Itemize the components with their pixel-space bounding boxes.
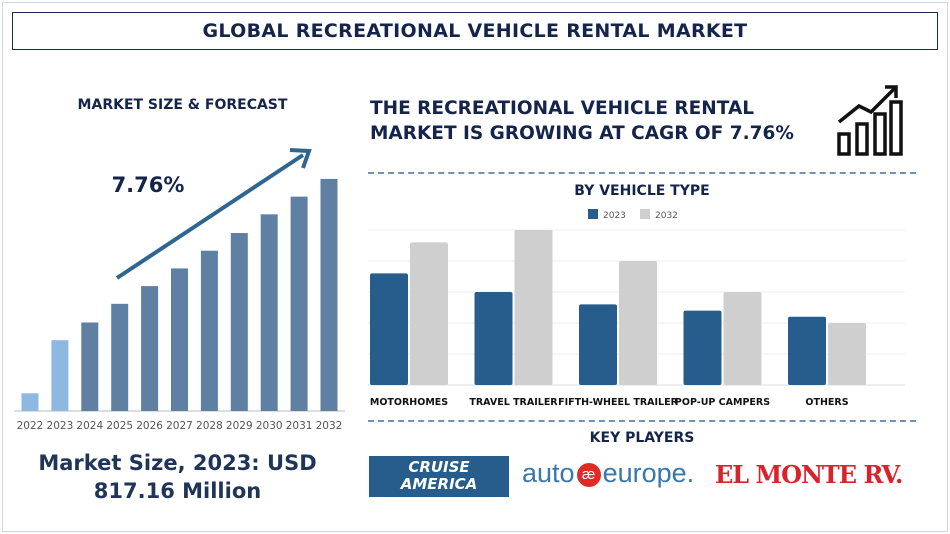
- legend-swatch: [588, 209, 598, 219]
- bar-2023: [474, 292, 513, 385]
- bar-2032: [514, 230, 553, 385]
- bar-2023: [51, 340, 69, 411]
- headline-line1: THE RECREATIONAL VEHICLE RENTAL: [370, 98, 755, 119]
- bar-2027: [171, 268, 188, 411]
- divider: [368, 420, 916, 422]
- bar-2026: [141, 286, 159, 411]
- x-tick-label: 2028: [196, 420, 223, 432]
- key-players-title: KEY PLAYERS: [589, 430, 695, 446]
- x-tick-label: 2025: [106, 420, 133, 432]
- market-size-line1: Market Size, 2023: USD: [38, 451, 317, 475]
- page-title: GLOBAL RECREATIONAL VEHICLE RENTAL MARKE…: [12, 12, 938, 50]
- x-tick-label: 2031: [286, 420, 313, 432]
- x-tick-label: 2023: [47, 420, 74, 432]
- legend-label: 2023: [603, 211, 626, 221]
- x-tick-label: 2030: [256, 420, 283, 432]
- bar-2028: [200, 250, 218, 411]
- vehicle-type-chart: 2023 2032 MOTORHOMES TRAVEL TRAILER FIFTH-WH…: [368, 209, 905, 408]
- growth-chart-icon: [837, 85, 903, 156]
- autoeurope-logo: auto æ europe.: [522, 458, 695, 488]
- market-size-text: Market Size, 2023: USD 817.16 Million: [0, 449, 355, 505]
- bar-2023: [788, 316, 826, 385]
- cagr-annotation: 7.76%: [112, 173, 185, 197]
- bar-2024: [81, 322, 99, 411]
- market-size-line2: 817.16 Million: [93, 479, 262, 503]
- bar-2032: [828, 323, 866, 385]
- x-tick-label: OTHERS: [805, 397, 848, 408]
- cruise-america-logo: CRUISE AMERICA: [369, 456, 509, 497]
- bar-2032: [723, 292, 762, 385]
- divider: [368, 172, 916, 174]
- bar-2032: [410, 242, 448, 385]
- x-tick-label: POP-UP CAMPERS: [675, 397, 770, 408]
- market-forecast-chart: 2022 2023 2024 2025 2026 2027 2028 2029 2030 2031…: [14, 148, 345, 432]
- x-tick-label: 2022: [17, 420, 44, 432]
- x-tick-label: 2024: [76, 420, 103, 432]
- bar-2032: [619, 261, 657, 385]
- market-size-heading: MARKET SIZE & FORECAST: [77, 97, 288, 113]
- el-monte-rv-logo: EL MONTE RV.: [715, 460, 903, 489]
- bar-2022: [21, 393, 39, 411]
- arrow-head-icon: [289, 148, 312, 169]
- legend-swatch: [640, 209, 650, 219]
- bar-2031: [290, 196, 308, 411]
- legend-label: 2032: [655, 211, 678, 221]
- vehicle-type-title: BY VEHICLE TYPE: [574, 183, 710, 199]
- headline-line2: MARKET IS GROWING AT CAGR OF 7.76%: [370, 123, 794, 144]
- x-tick-label: 2027: [166, 420, 193, 432]
- x-tick-label: 2026: [136, 420, 163, 432]
- x-tick-label: TRAVEL TRAILER: [469, 397, 558, 408]
- cagr-headline: THE RECREATIONAL VEHICLE RENTAL MARKET IS…: [370, 96, 794, 146]
- x-tick-label: 2029: [226, 420, 253, 432]
- trend-arrow: [115, 153, 305, 280]
- bar-2023: [683, 310, 722, 385]
- x-tick-label: FIFTH-WHEEL TRAILER: [558, 397, 678, 408]
- bar-2023: [579, 304, 617, 385]
- bar-2032: [320, 178, 338, 411]
- x-tick-label: MOTORHOMES: [370, 397, 448, 408]
- bar-2025: [111, 303, 129, 411]
- x-tick-label: 2032: [316, 420, 343, 432]
- bar-2023: [370, 273, 408, 385]
- bar-2030: [260, 214, 278, 411]
- bar-2029: [230, 233, 248, 411]
